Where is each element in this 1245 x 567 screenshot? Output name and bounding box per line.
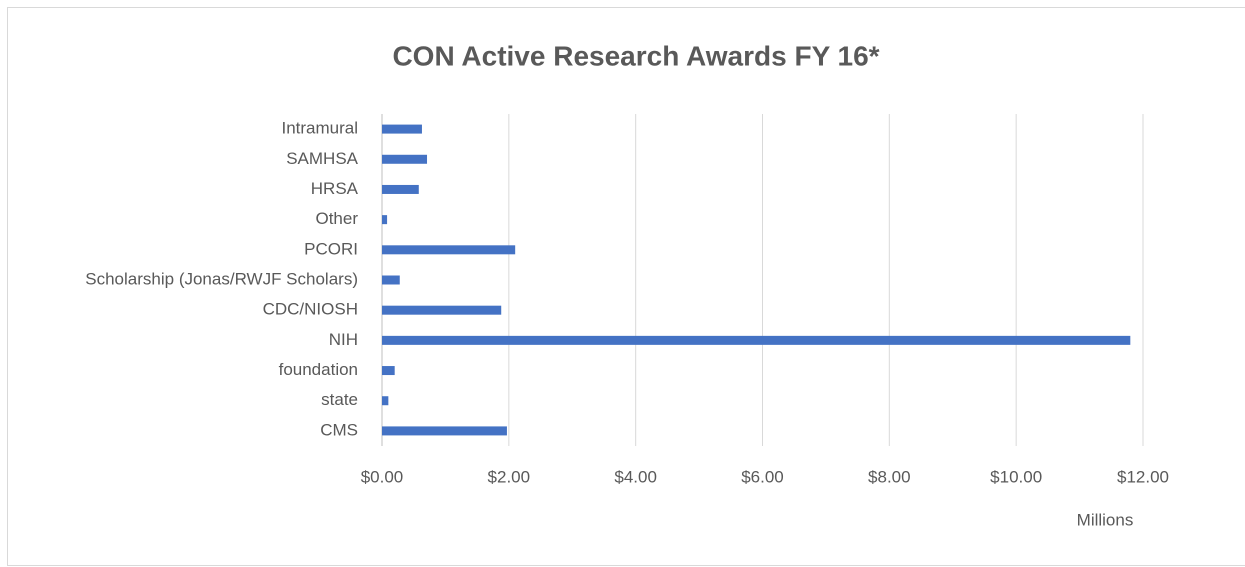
- bar: [382, 335, 1131, 345]
- y-tick-label: Intramural: [281, 119, 358, 138]
- chart-frame: [7, 7, 1245, 566]
- y-tick-label: Scholarship (Jonas/RWJF Scholars): [85, 269, 358, 288]
- x-tick-label: $4.00: [614, 467, 657, 486]
- bar: [382, 305, 502, 315]
- x-axis-label: Millions: [1077, 510, 1134, 529]
- bar: [382, 184, 419, 194]
- bar: [382, 215, 388, 225]
- x-tick-label: $2.00: [488, 467, 531, 486]
- bar: [382, 396, 389, 406]
- bar: [382, 124, 422, 134]
- y-tick-label: foundation: [279, 360, 358, 379]
- y-tick-label: HRSA: [311, 179, 359, 198]
- bar: [382, 426, 507, 436]
- x-tick-label: $0.00: [361, 467, 404, 486]
- x-tick-label: $12.00: [1117, 467, 1169, 486]
- y-tick-label: state: [321, 390, 358, 409]
- y-tick-label: Other: [315, 209, 358, 228]
- bar: [382, 275, 400, 285]
- y-tick-label: CMS: [320, 420, 358, 439]
- y-tick-label: CDC/NIOSH: [263, 300, 358, 319]
- y-tick-label: PCORI: [304, 239, 358, 258]
- x-tick-label: $8.00: [868, 467, 911, 486]
- y-tick-label: SAMHSA: [286, 149, 358, 168]
- bar: [382, 366, 395, 376]
- x-tick-label: $6.00: [741, 467, 784, 486]
- bar: [382, 245, 516, 255]
- y-tick-label: NIH: [329, 330, 358, 349]
- x-tick-label: $10.00: [990, 467, 1042, 486]
- chart-title: CON Active Research Awards FY 16*: [392, 40, 879, 71]
- bar: [382, 154, 428, 164]
